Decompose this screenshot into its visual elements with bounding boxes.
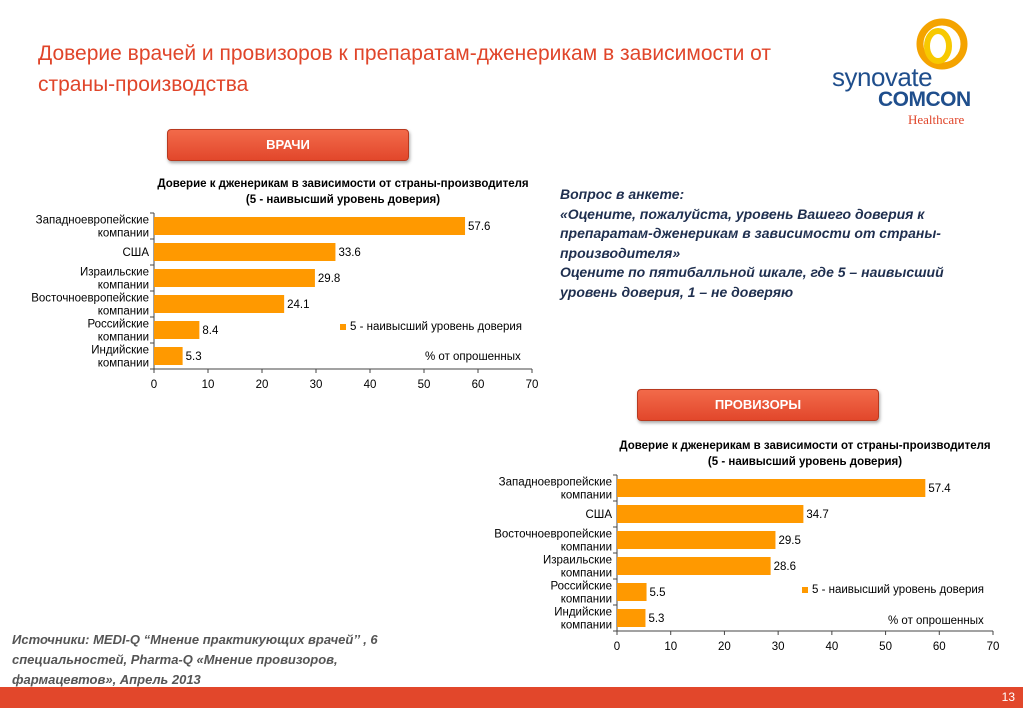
doctors-chart-title: Доверие к дженерикам в зависимости от ст… (157, 178, 528, 190)
page-title: Доверие врачей и провизоров к препаратам… (38, 42, 772, 96)
pharmacists-x-tick-label: 50 (879, 641, 892, 653)
pharmacists-x-tick-label: 70 (987, 641, 1000, 653)
pharmacists-category-label: компании (561, 490, 612, 502)
pharmacists-category-label: компании (561, 542, 612, 554)
pharmacists-x-tick-label: 60 (933, 641, 946, 653)
pharmacists-section-button[interactable]: ПРОВИЗОРЫ (637, 389, 879, 421)
pharmacists-bar-value-label: 57.4 (928, 483, 951, 495)
pharmacists-bar-value-label: 5.3 (648, 613, 664, 625)
doctors-bar (154, 321, 200, 339)
pharmacists-category-label: Российские (550, 581, 612, 593)
pharmacists-chart-svg: Доверие к дженерикам в зависимости от ст… (494, 440, 1000, 653)
footer-bar: 13 (0, 687, 1023, 708)
doctors-bar (154, 347, 183, 365)
doctors-bar-value-label: 57.6 (468, 221, 490, 233)
doctors-bar-value-label: 5.3 (186, 351, 202, 363)
survey-question: Вопрос в анкете: «Оцените, пожалуйста, у… (560, 185, 1000, 302)
doctors-bar (154, 269, 315, 287)
pharmacists-bar (617, 609, 646, 627)
doctors-chart-subtitle: (5 - наивысший уровень доверия) (246, 194, 440, 206)
pharmacists-category-label: США (585, 509, 612, 521)
doctors-category-label: компании (98, 228, 149, 240)
pharmacists-category-label: Восточноевропейские (494, 529, 612, 541)
logo-text-healthcare: Healthcare (908, 112, 965, 127)
pharmacists-x-tick-label: 30 (772, 641, 785, 653)
pharmacists-trust-chart: Доверие к дженерикам в зависимости от ст… (466, 432, 1016, 662)
pharmacists-category-label: Индийские (554, 607, 612, 619)
logo-rings-icon (916, 18, 968, 70)
doctors-x-tick-label: 40 (364, 379, 377, 391)
pharmacists-category-label: Израильские (543, 555, 612, 567)
sources-note: Источники: MEDI-Q “Мнение практикующих в… (12, 632, 378, 687)
page-number: 13 (1001, 690, 1015, 704)
pharmacists-bar-value-label: 34.7 (806, 509, 828, 521)
doctors-bar-value-label: 24.1 (287, 299, 309, 311)
doctors-bar (154, 295, 285, 313)
pharmacists-bar-value-label: 28.6 (774, 561, 796, 573)
doctors-category-label: Израильские (80, 267, 149, 279)
doctors-x-tick-label: 20 (256, 379, 269, 391)
pharmacists-category-label: компании (561, 568, 612, 580)
pharmacists-category-label: Западноевропейские (499, 477, 612, 489)
logo-text-comcon: COMCON (878, 88, 971, 111)
doctors-chart-svg: Доверие к дженерикам в зависимости от ст… (31, 178, 539, 391)
logo-text-synovate: synovate (832, 62, 933, 92)
pharmacists-bar-value-label: 29.5 (778, 535, 800, 547)
doctors-unit-note: % от опрошенных (425, 351, 521, 363)
doctors-bar-value-label: 33.6 (338, 247, 360, 259)
pharmacists-chart-subtitle: (5 - наивысший уровень доверия) (708, 456, 902, 468)
question-text: «Оцените, пожалуйста, уровень Вашего дов… (560, 205, 941, 261)
doctors-bar (154, 217, 466, 235)
pharmacists-category-label: компании (561, 620, 612, 632)
question-heading: Вопрос в анкете: (560, 186, 685, 202)
doctors-x-tick-label: 30 (310, 379, 323, 391)
pharmacists-legend-label: 5 - наивысший уровень доверия (812, 584, 984, 596)
pharmacists-x-tick-label: 40 (825, 641, 838, 653)
doctors-legend-swatch (340, 324, 346, 330)
pharmacists-x-tick-label: 10 (664, 641, 677, 653)
doctors-bar-value-label: 29.8 (318, 273, 340, 285)
doctors-x-tick-label: 60 (472, 379, 485, 391)
pharmacists-legend-swatch (802, 587, 808, 593)
pharmacists-bar (617, 531, 776, 549)
doctors-trust-chart: Доверие к дженерикам в зависимости от ст… (0, 170, 550, 400)
question-scale: Оцените по пятибалльной шкале, где 5 – н… (560, 264, 944, 300)
pharmacists-bar (617, 479, 926, 497)
synovate-comcon-logo: synovate COMCON Healthcare (832, 18, 992, 128)
pharmacists-category-label: компании (561, 594, 612, 606)
pharmacists-unit-note: % от опрошенных (888, 615, 984, 627)
doctors-category-label: компании (98, 280, 149, 292)
doctors-category-label: Индийские (91, 345, 149, 357)
pharmacists-x-tick-label: 0 (614, 641, 620, 653)
doctors-bar-value-label: 8.4 (202, 325, 219, 337)
doctors-x-tick-label: 70 (526, 379, 539, 391)
doctors-category-label: Российские (87, 319, 149, 331)
doctors-legend-label: 5 - наивысший уровень доверия (350, 321, 522, 333)
pharmacists-bar (617, 583, 647, 601)
doctors-bar (154, 243, 336, 261)
pharmacists-bar (617, 557, 771, 575)
doctors-x-tick-label: 50 (418, 379, 431, 391)
doctors-category-label: компании (98, 358, 149, 370)
pharmacists-bar-value-label: 5.5 (650, 587, 666, 599)
pharmacists-chart-title: Доверие к дженерикам в зависимости от ст… (619, 440, 990, 452)
pharmacists-x-tick-label: 20 (718, 641, 731, 653)
doctors-category-label: компании (98, 306, 149, 318)
doctors-category-label: компании (98, 332, 149, 344)
doctors-category-label: Восточноевропейские (31, 293, 149, 305)
doctors-category-label: США (122, 247, 149, 259)
doctors-section-button[interactable]: ВРАЧИ (167, 129, 409, 161)
doctors-category-label: Западноевропейские (36, 215, 149, 227)
doctors-x-tick-label: 10 (202, 379, 215, 391)
doctors-x-tick-label: 0 (151, 379, 157, 391)
pharmacists-bar (617, 505, 804, 523)
